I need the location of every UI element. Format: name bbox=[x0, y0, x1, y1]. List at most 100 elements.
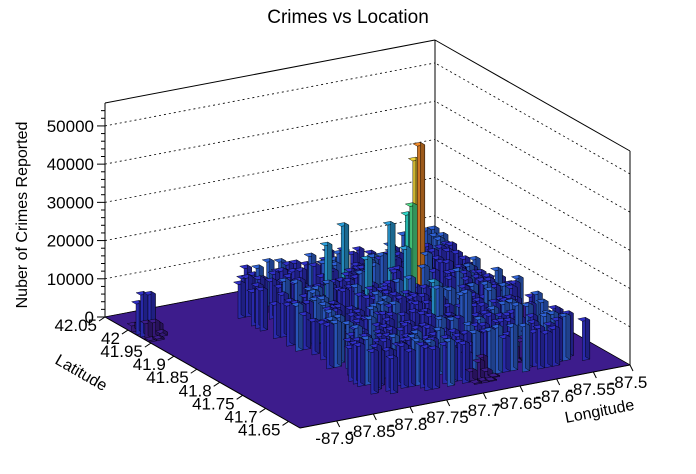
bar bbox=[577, 316, 591, 361]
x-tick-label: -87.5 bbox=[609, 373, 648, 392]
gridline bbox=[104, 100, 436, 165]
y-tick-mark bbox=[98, 316, 106, 322]
bar bbox=[469, 379, 483, 385]
bar bbox=[517, 322, 531, 373]
x-tick-label: -87.65 bbox=[494, 394, 542, 413]
bar bbox=[487, 372, 501, 379]
bar-side bbox=[498, 324, 503, 373]
axis-line-x bbox=[299, 364, 631, 429]
y-tick-mark bbox=[121, 329, 129, 335]
bar-side bbox=[276, 301, 282, 338]
gridline bbox=[434, 139, 631, 251]
bar bbox=[275, 291, 289, 338]
bar-side bbox=[565, 312, 571, 360]
bar-side bbox=[465, 340, 470, 383]
bar bbox=[472, 358, 486, 381]
bar bbox=[557, 312, 571, 362]
bar-side bbox=[585, 316, 590, 360]
frame-edge bbox=[434, 39, 631, 152]
z-axis-label: Nuber of Crimes Reported bbox=[14, 122, 31, 309]
bar bbox=[306, 317, 320, 356]
bar-side bbox=[162, 329, 168, 336]
bar bbox=[442, 337, 456, 387]
bar bbox=[427, 345, 441, 390]
bar bbox=[385, 354, 399, 395]
gridline bbox=[434, 100, 631, 213]
bar-side bbox=[263, 286, 268, 331]
y-tick-mark bbox=[213, 381, 220, 387]
y-tick-mark bbox=[167, 355, 175, 361]
gridline bbox=[434, 62, 631, 175]
bar bbox=[147, 318, 161, 339]
x-tick-label: -87.55 bbox=[567, 380, 615, 399]
bar bbox=[539, 329, 553, 369]
gridline bbox=[104, 215, 436, 280]
y-tick-label: 41.75 bbox=[192, 394, 235, 413]
bar-side bbox=[373, 348, 379, 394]
x-tick-mark bbox=[519, 385, 524, 393]
bar bbox=[484, 376, 498, 383]
y-tick-label: 41.95 bbox=[100, 342, 143, 361]
gridlines bbox=[104, 62, 631, 328]
y-tick-label: 42.05 bbox=[54, 316, 97, 335]
x-tick-label: -87.85 bbox=[347, 422, 395, 441]
y-tick-label: 41.65 bbox=[238, 420, 281, 439]
gridline bbox=[434, 215, 631, 328]
bar-side bbox=[450, 337, 455, 386]
y-tick-mark bbox=[190, 368, 198, 374]
x-tick-mark bbox=[629, 364, 634, 372]
bar-side bbox=[360, 342, 366, 386]
bar-side bbox=[492, 376, 497, 381]
y-tick-label: 41.9 bbox=[133, 355, 166, 374]
x-tick-mark bbox=[409, 406, 414, 414]
y-tick-label: 41.7 bbox=[224, 407, 257, 426]
bar bbox=[151, 334, 165, 342]
bar-side bbox=[329, 321, 335, 368]
bar-side bbox=[427, 344, 433, 390]
bar-side bbox=[314, 317, 320, 354]
bar-side bbox=[505, 334, 511, 372]
gridline bbox=[104, 138, 436, 203]
bar bbox=[497, 334, 511, 373]
bar bbox=[464, 367, 478, 383]
chart-title: Crimes vs Location bbox=[267, 7, 429, 28]
data-bars bbox=[104, 141, 631, 429]
bar-side bbox=[555, 325, 560, 366]
bar-side bbox=[305, 311, 311, 349]
x-tick-mark bbox=[482, 392, 487, 400]
bar-side bbox=[490, 327, 496, 375]
bar bbox=[329, 319, 343, 368]
bar-side bbox=[411, 347, 417, 387]
bar bbox=[255, 286, 269, 332]
z-tick-label: 30000 bbox=[47, 193, 94, 212]
x-tick-mark bbox=[336, 420, 341, 428]
y-tick-label: 42 bbox=[101, 329, 120, 348]
bar bbox=[457, 340, 471, 384]
bar bbox=[352, 342, 366, 387]
x-tick-label: -87.9 bbox=[315, 429, 354, 448]
x-tick-mark bbox=[446, 399, 451, 407]
x-tick-label: -87.8 bbox=[389, 415, 428, 434]
y-tick-mark bbox=[259, 407, 266, 413]
gridline bbox=[434, 177, 631, 289]
bar-side bbox=[513, 323, 518, 370]
x-tick-mark bbox=[372, 413, 377, 421]
bar bbox=[321, 321, 335, 370]
bar-side bbox=[495, 372, 500, 377]
x-tick-mark bbox=[556, 378, 561, 386]
y-tick-mark bbox=[236, 394, 243, 400]
x-tick-label: -87.6 bbox=[535, 387, 574, 406]
bar bbox=[298, 311, 312, 351]
bar bbox=[281, 301, 295, 347]
bar-side bbox=[547, 329, 553, 367]
gridline bbox=[104, 177, 436, 241]
x-tick-label: -87.75 bbox=[421, 408, 469, 427]
z-tick-label: 0 bbox=[85, 308, 94, 327]
y-tick-mark bbox=[282, 421, 289, 426]
bar-side bbox=[159, 334, 165, 340]
bar-side bbox=[240, 280, 246, 318]
bar-side bbox=[289, 301, 295, 346]
